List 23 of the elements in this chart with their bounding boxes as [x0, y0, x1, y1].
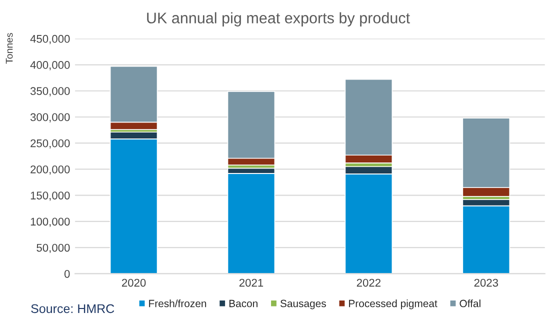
y-axis-title: Tonnes — [6, 32, 13, 64]
source-note: Source: HMRC — [31, 304, 114, 314]
y-tick-label: 50,000 — [36, 244, 70, 254]
y-tick-label: 250,000 — [30, 139, 70, 149]
legend-label: Processed pigmeat — [349, 300, 438, 310]
legend-label: Fresh/frozen — [149, 300, 206, 308]
y-tick-label: 450,000 — [30, 34, 70, 44]
y-tick-label: 0 — [64, 270, 70, 278]
x-tick-label: 2020 — [122, 278, 146, 287]
bar — [227, 172, 276, 274]
x-tick-label: 2023 — [474, 278, 498, 287]
y-tick-label: 100,000 — [30, 218, 70, 227]
y-tick-label: 150,000 — [30, 192, 70, 201]
legend-label: Bacon — [229, 300, 258, 308]
y-tick-label: 400,000 — [30, 61, 70, 70]
legend-label: Sausages — [280, 300, 326, 310]
chart-title: UK annual pig meat exports by product — [147, 12, 410, 26]
legend-label: Offal — [460, 300, 480, 308]
x-tick-label: 2022 — [356, 278, 380, 287]
y-tick-label: 350,000 — [30, 87, 70, 96]
y-tick-label: 300,000 — [30, 113, 70, 122]
x-tick-label: 2021 — [239, 278, 264, 287]
y-tick-label: 200,000 — [30, 165, 70, 175]
